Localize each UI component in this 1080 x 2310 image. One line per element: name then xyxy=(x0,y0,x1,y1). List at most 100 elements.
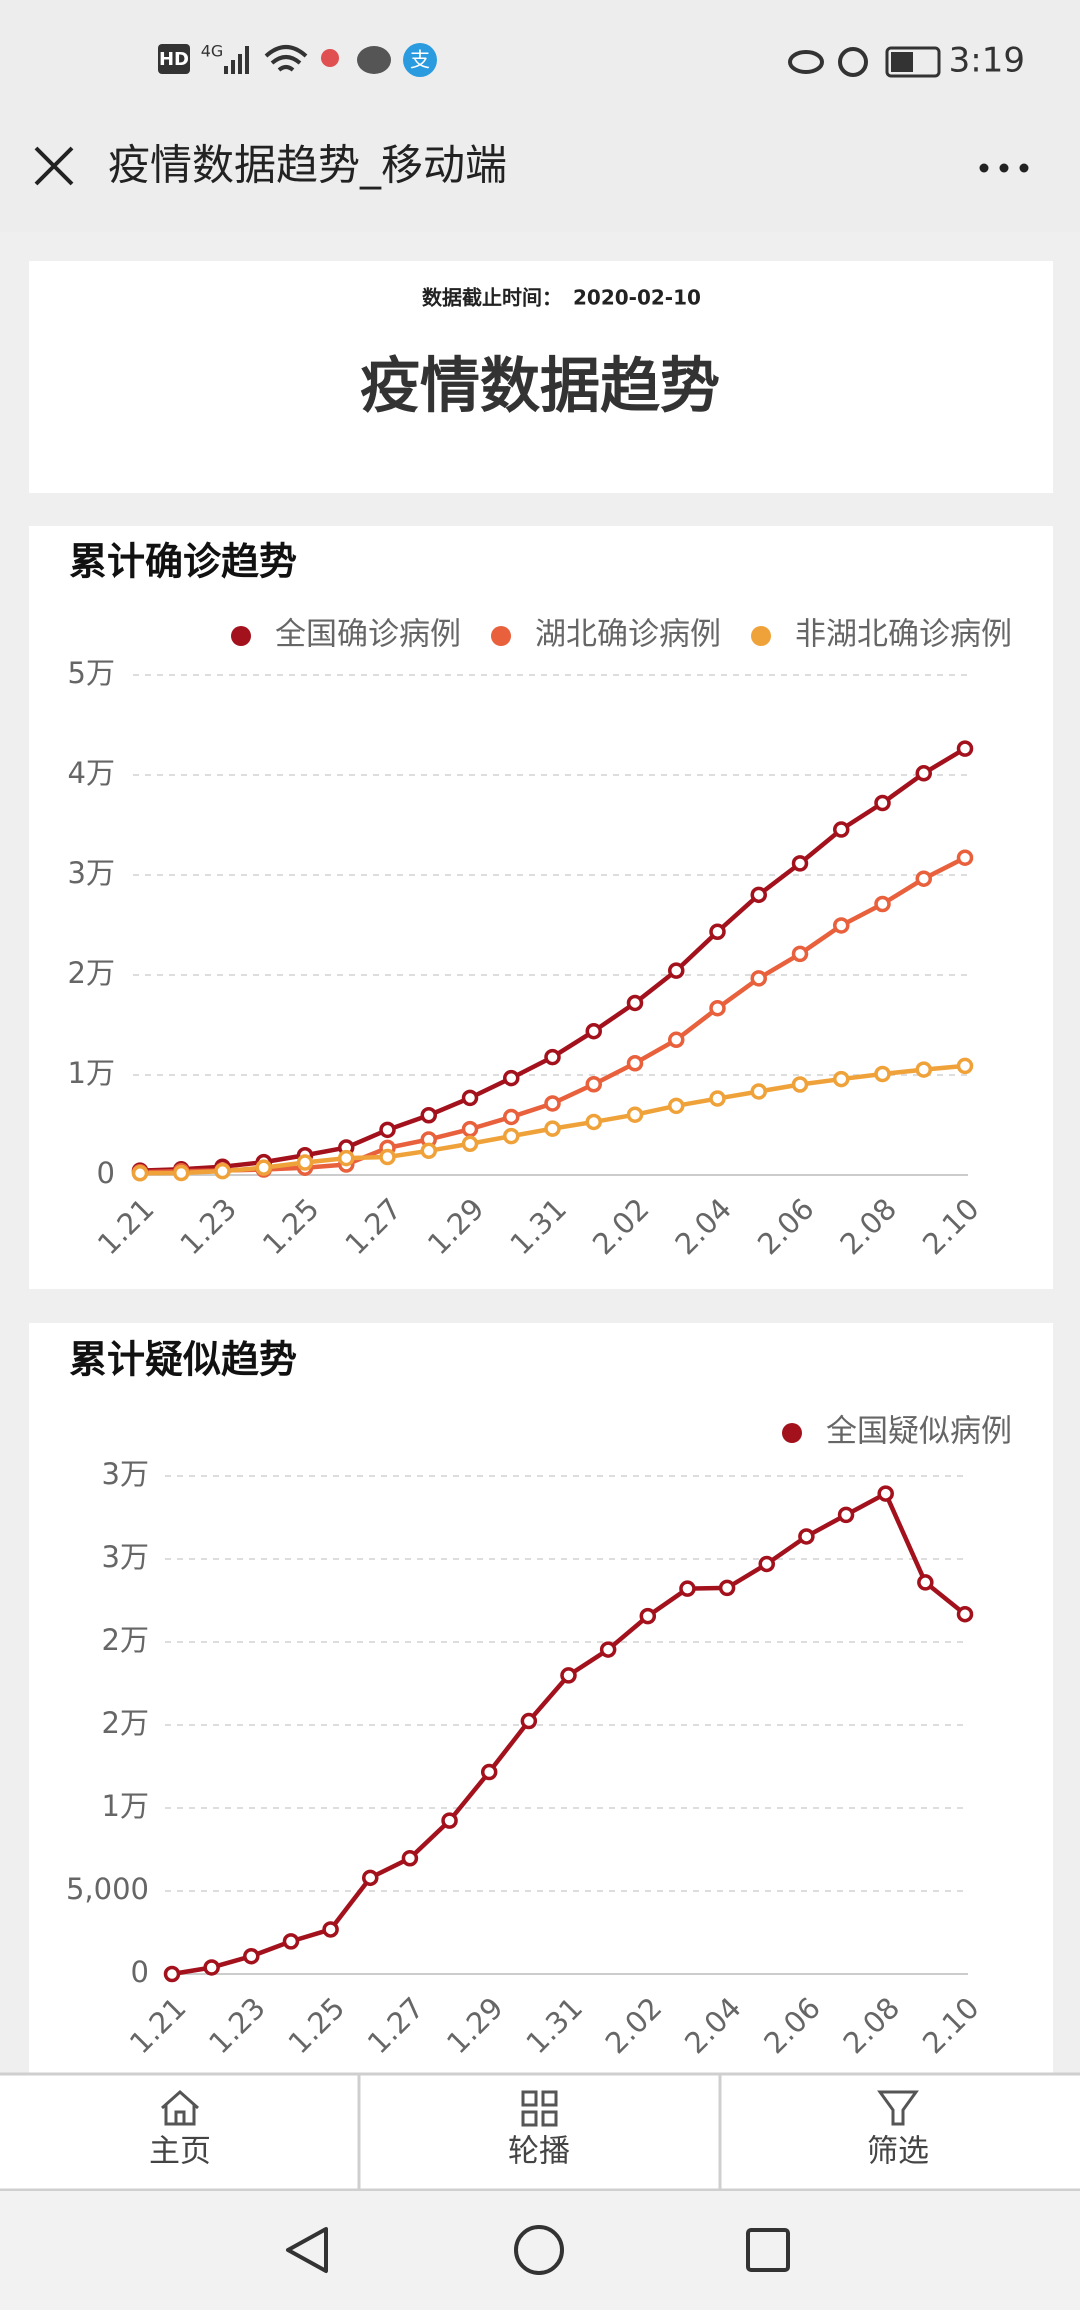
data-point xyxy=(585,1022,602,1040)
more-button[interactable] xyxy=(979,163,1029,173)
signal-icon xyxy=(224,46,249,74)
data-point xyxy=(668,962,685,979)
alipay-icon xyxy=(403,43,437,77)
data-point xyxy=(626,1106,644,1123)
y-tick-label: 2万 xyxy=(68,956,115,990)
y-tick-label: 2万 xyxy=(102,1706,149,1740)
chart-title: 累计疑似趋势 xyxy=(69,1338,297,1382)
data-point xyxy=(214,1162,231,1180)
data-point xyxy=(520,1712,538,1730)
data-point xyxy=(503,1108,520,1126)
data-point xyxy=(750,886,767,904)
tab-label[interactable]: 筛选 xyxy=(867,2134,929,2170)
data-point xyxy=(956,849,974,866)
data-point xyxy=(503,1127,520,1145)
legend-marker xyxy=(491,626,511,646)
wifi-icon xyxy=(264,45,308,72)
data-point xyxy=(544,1120,561,1137)
page-title: 疫情数据趋势 xyxy=(360,352,720,422)
data-point xyxy=(917,1574,934,1591)
data-point xyxy=(791,855,809,872)
battery-icon xyxy=(885,46,941,78)
y-tick-label: 5万 xyxy=(68,656,115,690)
data-point xyxy=(585,1113,602,1131)
y-tick-label: 3万 xyxy=(102,1457,149,1491)
data-point xyxy=(915,870,932,887)
data-point xyxy=(668,1031,685,1049)
data-point xyxy=(956,740,974,757)
data-point xyxy=(420,1107,437,1124)
data-point xyxy=(626,994,644,1012)
legend-label: 全国疑似病例 xyxy=(826,1414,1012,1450)
data-point xyxy=(874,895,891,913)
app-icon xyxy=(321,49,339,67)
data-point xyxy=(833,1070,850,1088)
hd-text: HD xyxy=(159,49,189,70)
y-tick-label: 1万 xyxy=(68,1056,115,1090)
data-point xyxy=(750,1083,767,1100)
nav-title: 疫情数据趋势_移动端 xyxy=(108,141,507,190)
data-point xyxy=(379,1121,396,1139)
legend-marker xyxy=(751,626,771,646)
y-tick-label: 1万 xyxy=(102,1789,149,1823)
data-point xyxy=(461,1135,479,1152)
y-tick-label: 0 xyxy=(131,1955,149,1989)
data-point xyxy=(338,1149,355,1167)
data-point xyxy=(401,1849,419,1867)
data-point xyxy=(163,1965,181,1983)
data-point xyxy=(282,1933,300,1950)
data-point xyxy=(441,1812,458,1829)
data-point xyxy=(461,1120,479,1138)
data-point xyxy=(255,1159,272,1176)
y-tick-label: 2万 xyxy=(102,1623,149,1657)
network-text: 4G xyxy=(201,42,224,61)
data-point xyxy=(791,1076,809,1093)
chat-icon xyxy=(357,46,391,74)
carousel-icon xyxy=(521,2090,558,2127)
data-point xyxy=(203,1959,220,1976)
tab-borders xyxy=(0,2072,1080,2192)
cutoff-date: 2020-02-10 xyxy=(573,286,701,310)
data-point xyxy=(718,1579,736,1597)
top-bar xyxy=(0,0,1080,232)
data-point xyxy=(915,1061,932,1078)
y-tick-label: 5,000 xyxy=(66,1872,149,1906)
tab-label[interactable]: 轮播 xyxy=(508,2134,570,2170)
data-point xyxy=(480,1763,498,1781)
data-point xyxy=(639,1607,657,1625)
data-point xyxy=(758,1555,775,1573)
data-point xyxy=(362,1869,379,1887)
cutoff-label: 数据截止时间： xyxy=(422,286,562,310)
data-point xyxy=(709,1090,726,1107)
y-tick-label: 4万 xyxy=(68,756,115,790)
close-button[interactable] xyxy=(34,146,74,186)
data-point xyxy=(131,1165,149,1182)
battery-level xyxy=(891,52,913,72)
legend-label: 湖北确诊病例 xyxy=(535,617,721,653)
data-point xyxy=(626,1054,644,1072)
alipay-text: 支 xyxy=(410,48,430,72)
data-point xyxy=(709,923,726,941)
data-point xyxy=(679,1580,696,1597)
data-point xyxy=(837,1506,855,1524)
recents-button[interactable] xyxy=(746,2228,790,2272)
hd-icon xyxy=(158,44,190,74)
data-point xyxy=(420,1142,437,1160)
legend-label: 全国确诊病例 xyxy=(275,617,461,653)
back-button[interactable] xyxy=(286,2227,328,2273)
filter-icon xyxy=(877,2090,919,2126)
tab-label[interactable]: 主页 xyxy=(149,2134,211,2170)
data-point xyxy=(379,1148,396,1166)
chart-title: 累计确诊趋势 xyxy=(69,540,297,584)
data-point xyxy=(798,1528,815,1545)
data-point xyxy=(599,1641,617,1658)
data-point xyxy=(709,999,726,1017)
data-point xyxy=(173,1164,190,1182)
data-point xyxy=(243,1947,260,1965)
data-point xyxy=(668,1097,685,1115)
home-button[interactable] xyxy=(514,2225,564,2275)
data-point xyxy=(585,1076,602,1093)
data-point xyxy=(544,1048,561,1066)
